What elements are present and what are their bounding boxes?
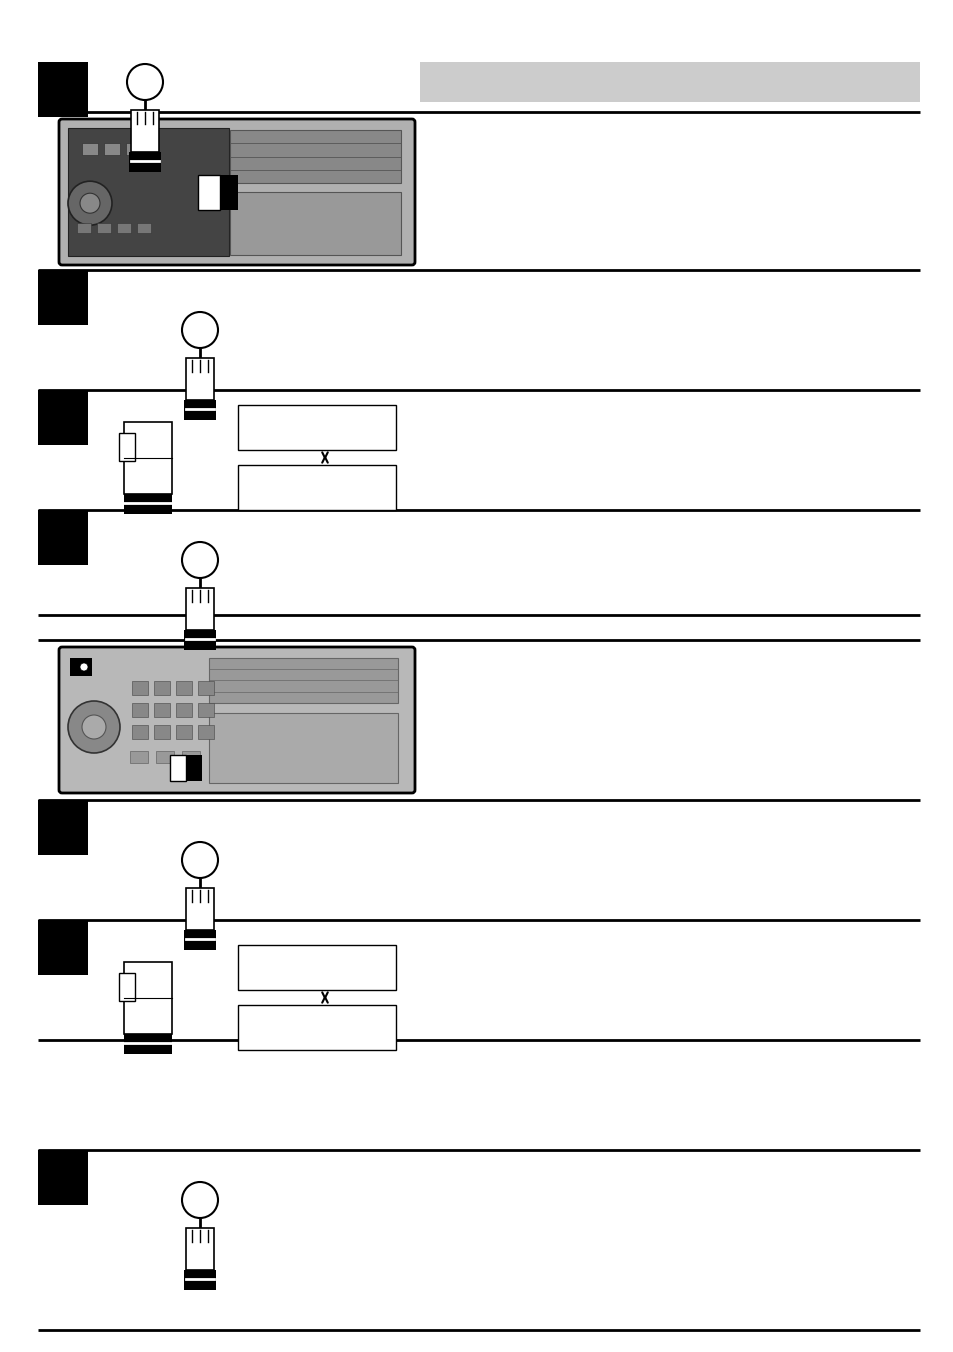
Bar	[132, 703, 148, 717]
Bar	[198, 681, 213, 695]
Bar	[104, 143, 120, 155]
Bar	[186, 358, 213, 400]
Bar	[132, 725, 148, 738]
Bar	[175, 681, 192, 695]
Bar	[184, 1270, 215, 1290]
Circle shape	[182, 842, 218, 877]
Bar	[131, 110, 159, 151]
Bar	[230, 130, 401, 184]
Bar	[124, 493, 172, 514]
Bar	[175, 703, 192, 717]
FancyBboxPatch shape	[59, 648, 415, 794]
Bar	[38, 800, 88, 854]
Bar	[82, 143, 98, 155]
Bar	[38, 270, 88, 324]
Bar	[171, 754, 186, 781]
Bar	[137, 223, 151, 233]
Bar	[184, 400, 215, 420]
Bar	[77, 223, 91, 233]
Bar	[184, 630, 215, 650]
Bar	[124, 963, 172, 1034]
Bar	[97, 223, 111, 233]
Bar	[38, 1151, 88, 1205]
Bar	[124, 422, 172, 493]
Bar	[237, 406, 395, 450]
Bar	[230, 192, 401, 256]
Bar	[186, 754, 202, 781]
Bar	[70, 658, 91, 676]
Bar	[156, 750, 173, 763]
Circle shape	[80, 662, 88, 671]
Bar	[68, 128, 229, 256]
Circle shape	[82, 715, 106, 740]
Circle shape	[80, 193, 100, 214]
Bar	[117, 223, 131, 233]
Bar	[153, 725, 170, 738]
Bar	[38, 389, 88, 445]
Bar	[132, 681, 148, 695]
Bar	[186, 888, 213, 930]
Bar	[153, 681, 170, 695]
Bar	[119, 973, 135, 1000]
Bar	[184, 930, 215, 950]
Bar	[175, 725, 192, 738]
Bar	[38, 62, 88, 118]
Circle shape	[182, 542, 218, 579]
Bar	[198, 725, 213, 738]
Bar	[38, 510, 88, 565]
Bar	[126, 143, 142, 155]
Circle shape	[127, 64, 163, 100]
Bar	[119, 433, 135, 461]
Bar	[153, 703, 170, 717]
Bar	[38, 919, 88, 975]
Bar	[198, 703, 213, 717]
Circle shape	[68, 181, 112, 226]
FancyBboxPatch shape	[59, 119, 415, 265]
Bar	[186, 588, 213, 630]
Bar	[209, 713, 397, 783]
Bar	[198, 176, 220, 210]
Bar	[182, 750, 200, 763]
Bar	[124, 1034, 172, 1055]
Bar	[130, 750, 148, 763]
Circle shape	[182, 312, 218, 347]
Bar	[129, 151, 161, 172]
Bar	[209, 658, 397, 703]
Bar	[419, 62, 919, 101]
Bar	[186, 1228, 213, 1270]
Circle shape	[182, 1182, 218, 1218]
Bar	[237, 945, 395, 990]
Bar	[237, 1005, 395, 1051]
Bar	[220, 176, 238, 210]
Bar	[237, 465, 395, 510]
Circle shape	[68, 700, 120, 753]
